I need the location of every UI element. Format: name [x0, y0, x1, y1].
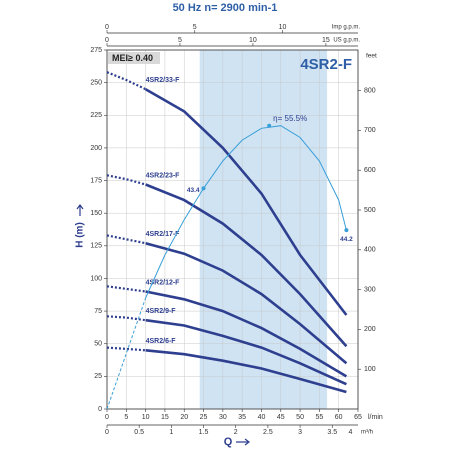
x3-unit: US g.p.m.	[333, 38, 360, 44]
series-label: 4SR2/33-F	[146, 77, 181, 84]
x3-tick-label: 15	[322, 37, 330, 44]
x2-tick-label: 3	[298, 429, 302, 436]
x-tick-label: 5	[124, 414, 128, 421]
badge: MEI≥ 0.40	[112, 53, 153, 63]
x4-tick-label: 5	[193, 24, 197, 31]
y-tick-label: 100	[90, 275, 102, 282]
pump-curve-extrapolated	[106, 174, 146, 186]
x2-tick-label: 1.5	[199, 429, 209, 436]
x-tick-label: 65	[354, 414, 362, 421]
x-unit: l/min	[368, 414, 383, 421]
x-tick-label: 35	[238, 414, 246, 421]
y2-tick-label: 200	[364, 326, 376, 333]
x-axis-label: Q	[224, 436, 233, 448]
efficiency-point	[267, 123, 272, 128]
x4-tick-label: 10	[279, 24, 287, 31]
x-tick-label: 60	[335, 414, 343, 421]
efficiency-label: 43.4	[187, 187, 200, 194]
x-tick-label: 30	[219, 414, 227, 421]
x-tick-label: 25	[200, 414, 208, 421]
x3-tick-label: 5	[178, 37, 182, 44]
x2-tick-label: 2.5	[263, 429, 273, 436]
efficiency-point	[344, 228, 349, 233]
pump-curve-extrapolated	[106, 285, 146, 293]
plot-frame	[106, 49, 359, 410]
series-label: 4SR2/17-F	[146, 231, 181, 238]
x2-unit: m³/h	[361, 430, 373, 436]
series-label: 4SR2/6-F	[146, 338, 177, 345]
pump-curve-extrapolated	[106, 346, 146, 352]
y-tick-label: 225	[90, 112, 102, 119]
pump-curve	[145, 183, 348, 348]
pump-curve-extrapolated	[106, 315, 146, 322]
x-tick-label: 40	[258, 414, 266, 421]
x-tick-label: 15	[161, 414, 169, 421]
y-tick-label: 50	[94, 341, 102, 348]
x-tick-label: 50	[296, 414, 304, 421]
y-tick-label: 125	[90, 243, 102, 250]
y-tick-label: 175	[90, 177, 102, 184]
x-tick-label: 45	[277, 414, 285, 421]
y2-tick-label: 400	[364, 247, 376, 254]
pump-curve	[144, 88, 348, 316]
x2-tick-label: 3.5	[327, 429, 337, 436]
x-axis-arrow	[236, 438, 250, 446]
x2-tick-label: 1	[169, 429, 173, 436]
x3-tick-label: 0	[105, 37, 109, 44]
series-label: 4SR2/23-F	[146, 172, 181, 179]
efficiency-label: 44.2	[340, 236, 353, 243]
x3-tick-label: 10	[249, 37, 257, 44]
pump-curve	[145, 318, 347, 386]
pump-curve	[145, 349, 347, 394]
x2-tick-label: 2	[234, 429, 238, 436]
x2-tick-label: 4	[348, 429, 352, 436]
x-tick-label: 55	[315, 414, 323, 421]
x-tick-label: 20	[180, 414, 188, 421]
y-tick-label: 200	[90, 145, 102, 152]
efficiency-label: η= 55.5%	[273, 114, 307, 123]
x2-tick-label: 0	[105, 429, 109, 436]
y2-tick-label: 500	[364, 207, 376, 214]
efficiency-curve	[145, 125, 347, 299]
x4-unit: Imp g.p.m.	[332, 25, 361, 31]
y-axis-label: H (m)	[75, 222, 86, 248]
x4-tick-label: 0	[105, 24, 109, 31]
pump-curve-extrapolated	[106, 234, 146, 245]
y2-tick-label: 800	[364, 87, 376, 94]
y2-tick-label: 600	[364, 167, 376, 174]
y-tick-label: 250	[90, 79, 102, 86]
y2-axis-label: feet	[366, 53, 377, 60]
recommended-range	[199, 50, 328, 409]
series-label: 4SR2/9-F	[146, 308, 177, 315]
x-tick-label: 10	[142, 414, 150, 421]
y-tick-label: 25	[94, 373, 102, 380]
chart-title: 50 Hz n= 2900 min-1	[173, 2, 278, 14]
y-axis-arrow	[76, 204, 84, 216]
x-tick-label: 0	[105, 414, 109, 421]
y2-tick-label: 300	[364, 286, 376, 293]
y-tick-label: 275	[90, 47, 102, 54]
pump-curve	[145, 290, 348, 378]
efficiency-point	[201, 186, 206, 191]
y-tick-label: 75	[94, 308, 102, 315]
y-tick-label: 150	[90, 210, 102, 217]
x2-tick-label: 0.5	[134, 429, 144, 436]
y2-tick-label: 700	[364, 127, 376, 134]
efficiency-curve-extrapolated	[106, 297, 147, 410]
pump-curve	[145, 241, 348, 365]
y2-tick-label: 100	[364, 366, 376, 373]
y-tick-label: 0	[98, 406, 102, 413]
model-title: 4SR2-F	[300, 56, 352, 73]
pump-curve-extrapolated	[106, 71, 147, 91]
badge-box	[108, 52, 160, 64]
series-label: 4SR2/12-F	[146, 279, 181, 286]
